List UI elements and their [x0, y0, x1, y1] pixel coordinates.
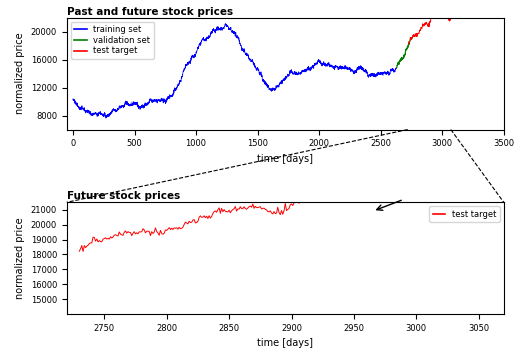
Text: Future stock prices: Future stock prices [67, 191, 180, 202]
Legend: training set, validation set, test target: training set, validation set, test targe… [71, 22, 154, 59]
X-axis label: time [days]: time [days] [258, 154, 313, 164]
Legend: test target: test target [429, 207, 500, 222]
Y-axis label: normalized price: normalized price [15, 33, 25, 114]
X-axis label: time [days]: time [days] [258, 339, 313, 348]
Y-axis label: normalized price: normalized price [15, 217, 25, 299]
Text: Past and future stock prices: Past and future stock prices [67, 7, 233, 17]
